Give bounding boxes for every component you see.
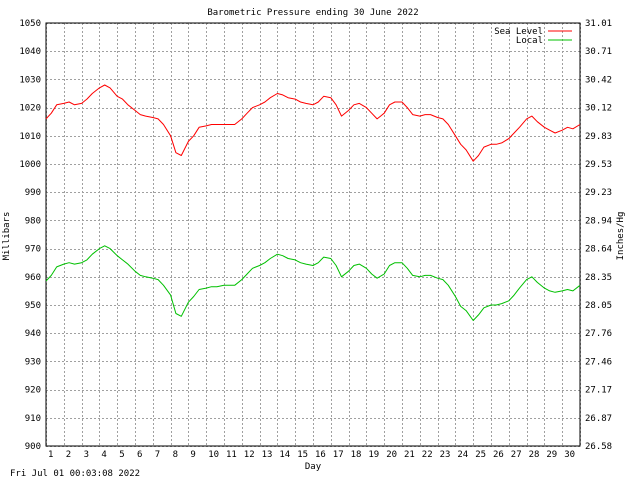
y-tick-label-right: 30.12	[585, 104, 612, 114]
x-tick-label: 12	[244, 450, 255, 460]
y-tick-label-left: 950	[25, 301, 41, 311]
y-tick-label-right: 27.76	[585, 329, 612, 339]
x-axis-ticks: 1 2 3 4 5 6 7 8 9 10 11 12 13 14 15 16 17 18 19 20 21 22 23 24 2…	[48, 450, 575, 460]
x-tick-label: 1	[48, 450, 53, 460]
x-tick-label: 29	[546, 450, 557, 460]
y-tick-label-right: 28.64	[585, 245, 612, 255]
y-tick-label-right: 29.23	[585, 188, 612, 198]
y-tick-label-left: 940	[25, 329, 41, 339]
x-tick-label: 5	[119, 450, 124, 460]
timestamp-footer: Fri Jul 01 00:03:08 2022	[10, 469, 141, 479]
x-tick-label: 25	[475, 450, 486, 460]
legend-label-local: Local	[516, 36, 543, 46]
y-tick-label-right: 30.71	[585, 47, 612, 57]
x-tick-label: 28	[529, 450, 540, 460]
series-line-sea-level	[45, 84, 581, 162]
x-tick-label: 22	[422, 450, 433, 460]
x-tick-label: 14	[279, 450, 290, 460]
x-tick-label: 15	[297, 450, 308, 460]
x-tick-label: 23	[440, 450, 451, 460]
y-tick-label-left: 1020	[19, 104, 41, 114]
x-tick-label: 16	[315, 450, 326, 460]
y-tick-label-right: 28.05	[585, 301, 612, 311]
x-tick-label: 13	[262, 450, 273, 460]
y-tick-label-right: 28.35	[585, 273, 612, 283]
y-tick-label-right: 28.94	[585, 216, 612, 226]
y-axis-left-ticks: 1050 1040 1030 1020 1010 1000 990 980 970 960 950 9…	[19, 19, 41, 452]
chart-title: Barometric Pressure ending 30 June 2022	[207, 8, 418, 18]
x-tick-label: 4	[101, 450, 106, 460]
y-tick-label-right: 30.42	[585, 75, 612, 85]
y-tick-label-left: 1030	[19, 75, 41, 85]
y-tick-label-left: 900	[25, 442, 41, 452]
y-tick-label-right: 26.58	[585, 442, 612, 452]
y-tick-label-right: 31.01	[585, 19, 612, 29]
y-tick-label-right: 27.17	[585, 386, 612, 396]
y-tick-label-left: 1040	[19, 47, 41, 57]
y-tick-label-left: 1050	[19, 19, 41, 29]
x-tick-label: 26	[493, 450, 504, 460]
x-tick-label: 21	[404, 450, 415, 460]
y-tick-label-right: 29.53	[585, 160, 612, 170]
x-tick-label: 2	[66, 450, 71, 460]
x-tick-label: 27	[511, 450, 522, 460]
plot-border	[45, 22, 581, 447]
y-tick-label-left: 1000	[19, 160, 41, 170]
y-tick-label-left: 1010	[19, 132, 41, 142]
y-tick-label-right: 29.83	[585, 132, 612, 142]
x-tick-label: 11	[226, 450, 237, 460]
y-tick-label-left: 970	[25, 245, 41, 255]
y-tick-label-left: 930	[25, 357, 41, 367]
y-axis-right-ticks: 31.01 30.71 30.42 30.12 29.83 29.53 29.23 28.94…	[585, 19, 612, 452]
x-tick-label: 30	[564, 450, 575, 460]
legend-label-sea-level: Sea Level	[494, 27, 543, 37]
y-tick-label-left: 920	[25, 386, 41, 396]
x-tick-label: 9	[190, 450, 195, 460]
y-tick-label-right: 27.46	[585, 357, 612, 367]
x-tick-label: 18	[351, 450, 362, 460]
x-tick-label: 24	[457, 450, 468, 460]
y-tick-label-left: 910	[25, 414, 41, 424]
x-tick-label: 19	[368, 450, 379, 460]
y-tick-label-left: 980	[25, 216, 41, 226]
x-tick-label: 3	[84, 450, 89, 460]
x-tick-label: 10	[208, 450, 219, 460]
plot-area	[46, 23, 580, 446]
y-tick-label-left: 960	[25, 273, 41, 283]
series-lines	[45, 84, 581, 321]
y-axis-label-left: Millibars	[2, 212, 12, 261]
x-tick-label: 8	[173, 450, 178, 460]
legend: Sea Level Local	[494, 27, 572, 46]
y-axis-label-right: Inches/Hg	[616, 212, 626, 261]
y-tick-label-left: 990	[25, 188, 41, 198]
x-axis-label: Day	[305, 462, 322, 472]
series-line-local	[45, 245, 581, 321]
x-tick-label: 17	[333, 450, 344, 460]
x-tick-label: 6	[137, 450, 142, 460]
x-tick-label: 7	[155, 450, 160, 460]
y-tick-label-right: 26.87	[585, 414, 612, 424]
x-tick-label: 20	[386, 450, 397, 460]
